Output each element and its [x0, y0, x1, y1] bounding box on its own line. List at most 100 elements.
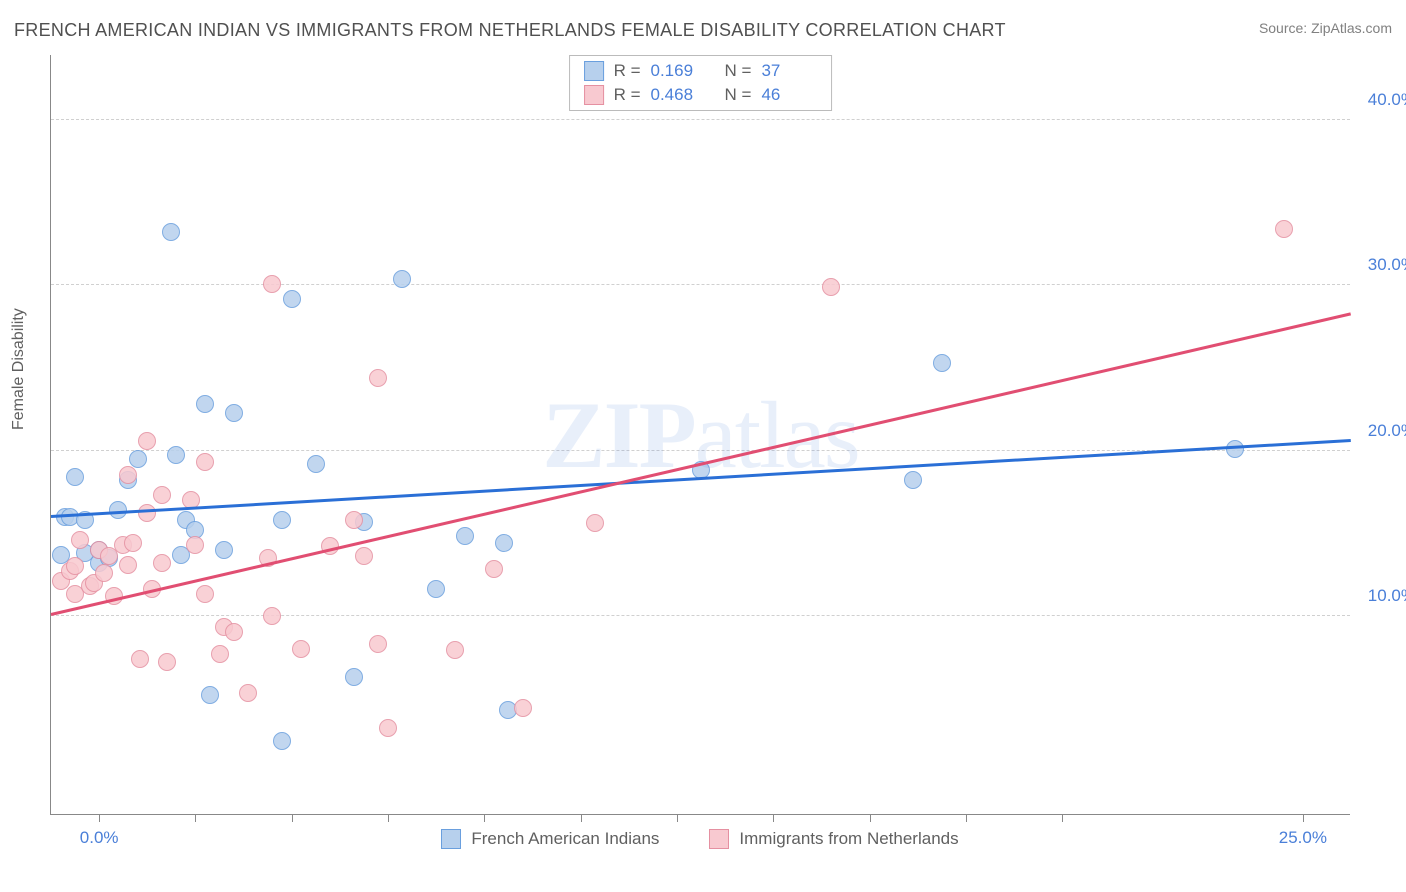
legend-swatch — [584, 85, 604, 105]
n-value: 46 — [761, 85, 817, 105]
data-point — [273, 732, 291, 750]
gridline-h — [51, 284, 1350, 285]
data-point — [273, 511, 291, 529]
data-point — [119, 556, 137, 574]
legend-item: French American Indians — [441, 829, 659, 849]
x-tick — [292, 814, 293, 822]
n-label: N = — [725, 85, 752, 105]
x-tick — [1062, 814, 1063, 822]
gridline-h — [51, 615, 1350, 616]
data-point — [485, 560, 503, 578]
trend-line — [51, 439, 1351, 518]
data-point — [292, 640, 310, 658]
chart-area: ZIPatlas R =0.169N =37R =0.468N =46 10.0… — [50, 55, 1350, 815]
x-tick — [870, 814, 871, 822]
data-point — [201, 686, 219, 704]
data-point — [162, 223, 180, 241]
n-value: 37 — [761, 61, 817, 81]
data-point — [124, 534, 142, 552]
data-point — [379, 719, 397, 737]
x-tick — [773, 814, 774, 822]
y-tick-label: 40.0% — [1368, 90, 1406, 110]
r-label: R = — [614, 85, 641, 105]
data-point — [153, 486, 171, 504]
series-name: Immigrants from Netherlands — [739, 829, 958, 849]
source-label: Source: ZipAtlas.com — [1259, 20, 1392, 36]
data-point — [369, 635, 387, 653]
data-point — [131, 650, 149, 668]
data-point — [263, 275, 281, 293]
gridline-h — [51, 119, 1350, 120]
data-point — [586, 514, 604, 532]
data-point — [345, 511, 363, 529]
data-point — [225, 404, 243, 422]
data-point — [427, 580, 445, 598]
trend-line — [51, 312, 1352, 616]
correlation-legend: R = 0.169 N = 37 R = 0.468 N = 46 — [569, 55, 833, 111]
r-value: 0.468 — [651, 85, 707, 105]
x-tick — [484, 814, 485, 822]
data-point — [514, 699, 532, 717]
data-point — [186, 536, 204, 554]
legend-swatch — [584, 61, 604, 81]
chart-header: FRENCH AMERICAN INDIAN VS IMMIGRANTS FRO… — [14, 20, 1392, 41]
source-prefix: Source: — [1259, 20, 1311, 36]
y-axis-title: Female Disability — [10, 308, 28, 430]
data-point — [158, 653, 176, 671]
data-point — [933, 354, 951, 372]
x-tick — [677, 814, 678, 822]
data-point — [495, 534, 513, 552]
data-point — [263, 607, 281, 625]
data-point — [283, 290, 301, 308]
data-point — [66, 468, 84, 486]
scatter-plot: ZIPatlas R =0.169N =37R =0.468N =46 10.0… — [50, 55, 1350, 815]
y-tick-label: 10.0% — [1368, 586, 1406, 606]
source-name: ZipAtlas.com — [1311, 20, 1392, 36]
data-point — [456, 527, 474, 545]
data-point — [446, 641, 464, 659]
legend-swatch — [709, 829, 729, 849]
data-point — [822, 278, 840, 296]
legend-swatch — [441, 829, 461, 849]
data-point — [196, 453, 214, 471]
data-point — [129, 450, 147, 468]
data-point — [196, 395, 214, 413]
data-point — [307, 455, 325, 473]
data-point — [393, 270, 411, 288]
x-tick — [99, 814, 100, 822]
r-label: R = — [614, 61, 641, 81]
data-point — [904, 471, 922, 489]
data-point — [345, 668, 363, 686]
data-point — [167, 446, 185, 464]
data-point — [138, 432, 156, 450]
y-tick-label: 30.0% — [1368, 255, 1406, 275]
data-point — [138, 504, 156, 522]
data-point — [66, 557, 84, 575]
legend-row: R = 0.169 N = 37 — [570, 59, 832, 83]
data-point — [196, 585, 214, 603]
n-label: N = — [725, 61, 752, 81]
data-point — [211, 645, 229, 663]
data-point — [369, 369, 387, 387]
data-point — [355, 547, 373, 565]
data-point — [95, 564, 113, 582]
x-tick — [195, 814, 196, 822]
data-point — [119, 466, 137, 484]
series-legend: French American Indians Immigrants from N… — [50, 829, 1350, 849]
x-tick — [966, 814, 967, 822]
data-point — [239, 684, 257, 702]
legend-row: R = 0.468 N = 46 — [570, 83, 832, 107]
chart-title: FRENCH AMERICAN INDIAN VS IMMIGRANTS FRO… — [14, 20, 1006, 41]
data-point — [71, 531, 89, 549]
x-tick — [1303, 814, 1304, 822]
y-tick-label: 20.0% — [1368, 421, 1406, 441]
x-tick — [388, 814, 389, 822]
series-name: French American Indians — [471, 829, 659, 849]
data-point — [1275, 220, 1293, 238]
x-tick — [581, 814, 582, 822]
legend-item: Immigrants from Netherlands — [709, 829, 958, 849]
data-point — [215, 541, 233, 559]
data-point — [153, 554, 171, 572]
data-point — [225, 623, 243, 641]
r-value: 0.169 — [651, 61, 707, 81]
